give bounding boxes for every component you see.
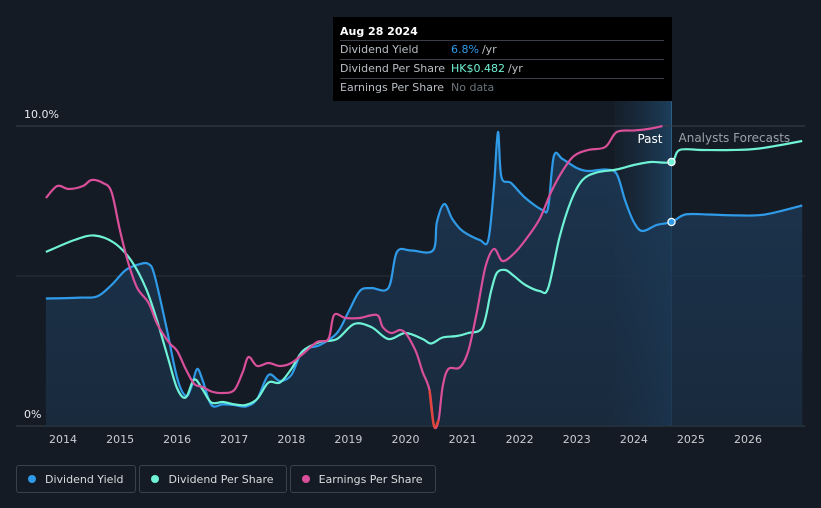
- x-tick-label: 2014: [49, 433, 77, 446]
- x-tick-label: 2016: [163, 433, 191, 446]
- legend-label: Dividend Per Share: [168, 472, 274, 486]
- x-tick-label: 2020: [392, 433, 420, 446]
- series-line-eps: [45, 124, 663, 430]
- tooltip-date: Aug 28 2024: [340, 25, 418, 38]
- series-line-eps-negative: [428, 389, 440, 429]
- tooltip-value: HK$0.482: [451, 62, 505, 75]
- forecast-label: Analysts Forecasts: [679, 131, 791, 145]
- tooltip: Aug 28 2024 Dividend Yield 6.8% /yr Divi…: [333, 17, 672, 101]
- y-tick-label: 0%: [24, 408, 41, 421]
- legend-dot-icon: [301, 475, 310, 483]
- x-tick-label: 2018: [277, 433, 305, 446]
- legend-dot-icon: [28, 475, 36, 483]
- tooltip-row-dividend-yield: Dividend Yield 6.8% /yr: [340, 40, 664, 59]
- x-tick-label: 2026: [734, 433, 762, 446]
- x-tick-label: 2015: [106, 433, 134, 446]
- past-label: Past: [637, 132, 662, 146]
- tooltip-label: Dividend Per Share: [340, 62, 446, 75]
- tooltip-row-earnings-per-share: Earnings Per Share No data: [340, 78, 664, 97]
- tooltip-label: Earnings Per Share: [340, 81, 445, 94]
- series-area-yield: [45, 131, 803, 426]
- y-tick-label: 10.0%: [24, 108, 59, 121]
- legend-dividend-yield[interactable]: Dividend Yield: [16, 465, 137, 493]
- tooltip-row-dividend-per-share: Dividend Per Share HK$0.482 /yr: [340, 59, 664, 78]
- legend-label: Earnings Per Share: [318, 472, 423, 486]
- x-tick-label: 2022: [506, 433, 534, 446]
- legend-label: Dividend Yield: [45, 472, 124, 486]
- x-tick-label: 2017: [220, 433, 248, 446]
- legend: Dividend Yield Dividend Per Share Earnin…: [16, 465, 436, 493]
- legend-dot-icon: [151, 475, 160, 483]
- x-tick-label: 2025: [677, 433, 705, 446]
- tooltip-label: Dividend Yield: [340, 43, 419, 56]
- tooltip-unit: /yr: [507, 62, 523, 75]
- x-tick-label: 2019: [334, 433, 362, 446]
- marker-dps: [667, 157, 676, 167]
- tooltip-value: 6.8%: [451, 43, 479, 56]
- x-tick-label: 2024: [620, 433, 648, 446]
- x-tick-label: 2023: [563, 433, 591, 446]
- tooltip-value: No data: [451, 81, 495, 94]
- legend-earnings-per-share[interactable]: Earnings Per Share: [289, 465, 436, 493]
- x-tick-label: 2021: [449, 433, 477, 446]
- legend-dividend-per-share[interactable]: Dividend Per Share: [139, 465, 287, 493]
- tooltip-unit: /yr: [481, 43, 497, 56]
- marker-yield: [667, 217, 676, 227]
